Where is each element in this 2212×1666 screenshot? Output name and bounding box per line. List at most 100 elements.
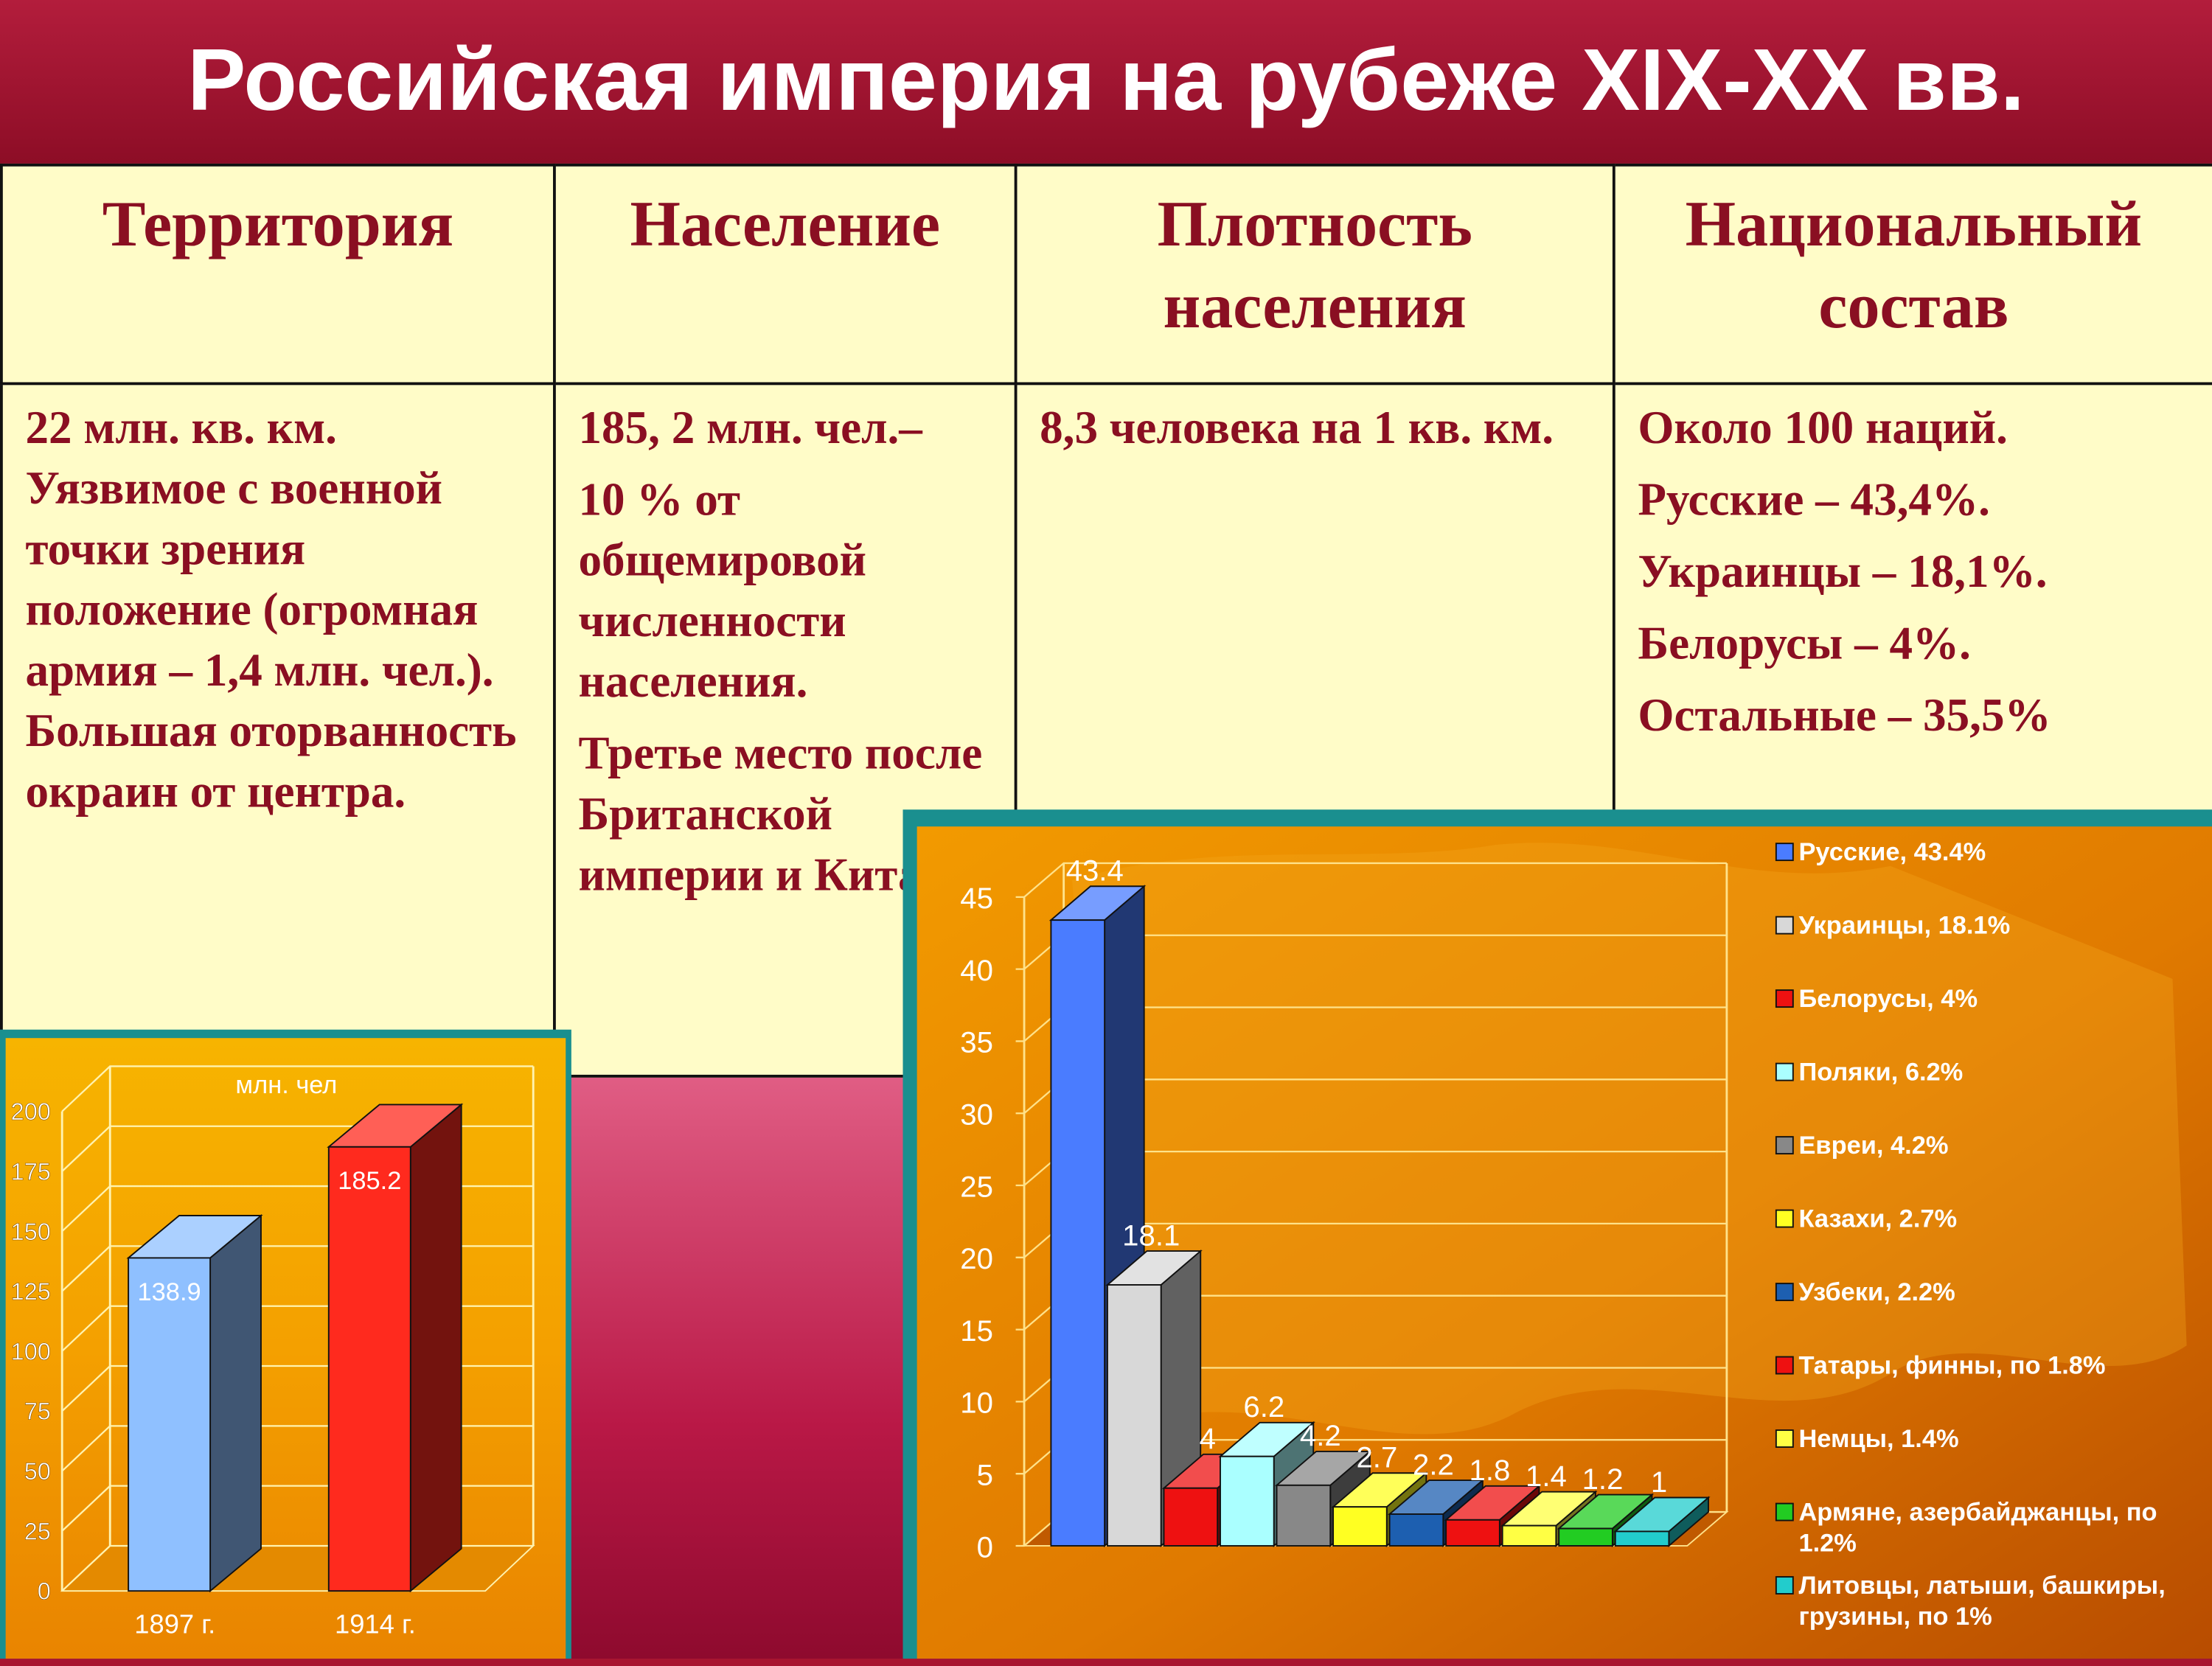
bar-4 — [1276, 1484, 1332, 1547]
x-tick-label-0: 1897 г. — [134, 1609, 215, 1639]
gridline-3 — [1015, 1294, 1727, 1331]
legend-label-4: Евреи, 4.2% — [1798, 1132, 1948, 1160]
legend-label-8: Немцы, 1.4% — [1798, 1425, 1958, 1453]
legend-swatch-5 — [1775, 1209, 1794, 1228]
bar-1 — [327, 1146, 411, 1592]
legend-swatch-6 — [1775, 1283, 1794, 1302]
y-tick-label-5: 125 — [11, 1278, 51, 1305]
nations-count: Около 100 наций. — [1638, 403, 2008, 455]
bar-0 — [1050, 919, 1106, 1547]
data-label-8: 1.4 — [1526, 1460, 1567, 1493]
gridline-8 — [61, 1065, 534, 1112]
bar-6 — [1388, 1513, 1444, 1547]
legend-swatch-10 — [1775, 1576, 1794, 1594]
population-total: 185, 2 млн. чел.– — [578, 403, 922, 455]
population-chart-frame: 0 25 50 75 100 125 150 175 200 млн. чел 138.9 1897 … — [0, 1029, 571, 1659]
y-tick-label-7: 175 — [11, 1158, 51, 1185]
data-label-9: 1.2 — [1582, 1463, 1624, 1496]
density-text: 8,3 человека на 1 кв. км. — [1040, 403, 1554, 455]
bar-7 — [1445, 1519, 1500, 1547]
y-tick-label-0: 0 — [977, 1530, 993, 1564]
gridline-5 — [1015, 1150, 1727, 1187]
legend-label-9: Армяне, азербайджанцы, по — [1798, 1499, 2157, 1527]
legend-swatch-8 — [1775, 1429, 1794, 1449]
y-tick-label-9: 45 — [960, 882, 993, 915]
nation-belarusians: Белорусы – 4%. — [1638, 618, 1971, 670]
gridline-7 — [1015, 1006, 1727, 1042]
nation-others: Остальные – 35,5% — [1638, 691, 2051, 742]
nation-ukrainians: Украинцы – 18,1%. — [1638, 547, 2048, 599]
bar-side-1 — [409, 1103, 462, 1593]
y-tick-label-4: 100 — [11, 1338, 51, 1364]
bar-0 — [128, 1257, 212, 1592]
y-tick-label-7: 35 — [960, 1026, 993, 1059]
legend-label-7: Татары, финны, по 1.8% — [1798, 1352, 2105, 1380]
y-tick-label-8: 40 — [960, 954, 993, 987]
legend-label-1: Украинцы, 18.1% — [1798, 912, 2010, 940]
data-label-1: 185.2 — [338, 1167, 401, 1195]
cell-territory: 22 млн. кв. км. Уязвимое с военной точки… — [0, 382, 556, 1078]
legend-swatch-9 — [1775, 1502, 1794, 1522]
y-tick-label-1: 25 — [24, 1518, 51, 1544]
y-tick-label-3: 75 — [24, 1398, 51, 1425]
legend-label-9-line1: 1.2% — [1798, 1530, 1856, 1558]
legend-label-3: Поляки, 6.2% — [1798, 1059, 1963, 1087]
chart-title: млн. чел — [235, 1071, 337, 1099]
population-share: 10 % от общемировой численности населени… — [578, 475, 867, 708]
legend-swatch-0 — [1775, 843, 1794, 862]
bar-3 — [1220, 1455, 1275, 1547]
data-label-10: 1 — [1651, 1465, 1667, 1499]
nationalities-chart-frame: 0 5 10 15 20 25 30 35 40 45 43.4 18.1 4 6.2 4.2 2.7 2.2 1… — [902, 809, 2212, 1659]
nation-russians: Русские – 43,4%. — [1638, 475, 1990, 526]
slide-title: Российская империя на рубеже XIX-XX вв. — [187, 32, 2025, 130]
data-label-2: 4 — [1200, 1422, 1216, 1455]
legend-swatch-4 — [1775, 1136, 1794, 1155]
data-label-4: 4.2 — [1300, 1419, 1341, 1452]
legend-label-2: Белорусы, 4% — [1798, 985, 1978, 1013]
legend-label-10: Литовцы, латыши, башкиры, — [1798, 1572, 2165, 1600]
y-tick-label-0: 0 — [38, 1578, 51, 1605]
y-tick-label-4: 20 — [960, 1242, 993, 1275]
population-chart: 0 25 50 75 100 125 150 175 200 млн. чел 138.9 1897 … — [5, 1038, 566, 1659]
gridline-9 — [1015, 862, 1727, 899]
gridline-1 — [1015, 1439, 1727, 1475]
gridline-8 — [1015, 934, 1727, 970]
bar-8 — [1501, 1524, 1557, 1547]
legend-swatch-3 — [1775, 1062, 1794, 1081]
data-label-0: 138.9 — [138, 1278, 201, 1306]
legend-label-6: Узбеки, 2.2% — [1798, 1278, 1955, 1306]
x-tick-label-1: 1914 г. — [335, 1609, 416, 1639]
data-label-0: 43.4 — [1066, 854, 1124, 888]
y-tick-label-2: 10 — [960, 1387, 993, 1420]
y-tick-label-8: 200 — [11, 1098, 51, 1125]
bar-5 — [1332, 1506, 1388, 1547]
legend-label-0: Русские, 43.4% — [1798, 838, 1986, 866]
nationalities-chart: 0 5 10 15 20 25 30 35 40 45 43.4 18.1 4 6.2 4.2 2.7 2.2 1… — [917, 826, 2212, 1659]
y-tick-label-6: 150 — [11, 1219, 51, 1245]
y-tick-label-2: 50 — [24, 1458, 51, 1485]
population-rank: Третье место после Британской империи и … — [578, 729, 983, 902]
data-label-6: 2.2 — [1413, 1448, 1454, 1481]
title-bar: Российская империя на рубеже XIX-XX вв. — [0, 0, 2212, 164]
legend-swatch-1 — [1775, 916, 1794, 935]
header-density: Плотность населения — [1014, 163, 1615, 386]
data-label-1: 18.1 — [1122, 1219, 1180, 1252]
bar-2 — [1163, 1487, 1219, 1547]
legend-label-10-line1: грузины, по 1% — [1798, 1603, 1992, 1631]
bar-10 — [1614, 1530, 1670, 1547]
header-territory: Территория — [0, 163, 556, 386]
legend-swatch-7 — [1775, 1356, 1794, 1375]
data-label-5: 2.7 — [1356, 1441, 1397, 1474]
bar-9 — [1558, 1527, 1613, 1547]
header-nationalities: Национальный состав — [1612, 163, 2212, 386]
y-tick-label-3: 15 — [960, 1314, 993, 1348]
y-tick-label-6: 30 — [960, 1098, 993, 1132]
header-population: Население — [553, 163, 1018, 386]
data-label-7: 1.8 — [1470, 1454, 1511, 1487]
legend-label-5: Казахи, 2.7% — [1798, 1205, 1957, 1233]
y-tick-label-1: 5 — [977, 1458, 993, 1491]
gridline-2 — [1015, 1367, 1727, 1403]
territory-text: 22 млн. кв. км. Уязвимое с военной точки… — [25, 403, 517, 818]
bar-1 — [1106, 1284, 1162, 1547]
gridline-4 — [1015, 1222, 1727, 1258]
